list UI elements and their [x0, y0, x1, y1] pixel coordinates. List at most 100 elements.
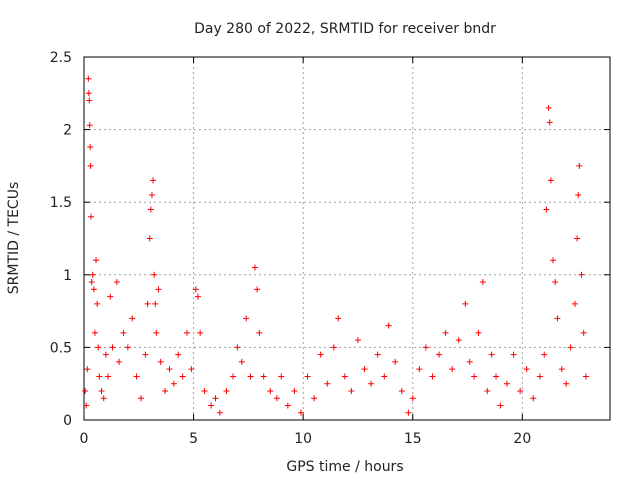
y-tick-label-4: 2: [63, 123, 72, 139]
data-point-0-8: [87, 162, 94, 169]
x-tick-label-2: 10: [294, 431, 312, 447]
data-point-0-34: [147, 206, 154, 213]
x-tick-label-1: 5: [189, 431, 198, 447]
data-point-0-47: [184, 329, 191, 336]
data-point-0-98: [466, 358, 473, 365]
data-point-0-10: [88, 279, 95, 286]
data-point-0-129: [582, 373, 589, 380]
data-point-0-29: [133, 373, 140, 380]
data-point-0-59: [238, 358, 245, 365]
data-point-0-84: [381, 373, 388, 380]
data-point-0-9: [88, 213, 95, 220]
data-point-0-128: [580, 329, 587, 336]
data-point-0-14: [93, 257, 100, 264]
data-point-0-68: [278, 373, 285, 380]
data-point-0-30: [137, 395, 144, 402]
data-point-0-45: [175, 351, 182, 358]
data-point-0-73: [311, 395, 318, 402]
data-point-0-28: [129, 315, 136, 322]
data-point-0-54: [212, 395, 219, 402]
data-point-0-78: [341, 373, 348, 380]
data-point-0-15: [94, 300, 101, 307]
data-point-0-23: [109, 344, 116, 351]
data-point-0-61: [247, 373, 254, 380]
plot-frame: [83, 56, 611, 421]
data-point-0-103: [488, 351, 495, 358]
y-tick-label-3: 1.5: [50, 195, 72, 211]
data-point-0-21: [105, 373, 112, 380]
data-point-0-86: [392, 358, 399, 365]
data-point-0-3: [85, 75, 92, 82]
chart-title: Day 280 of 2022, SRMTID for receiver bnd…: [194, 21, 496, 37]
data-point-0-71: [297, 409, 304, 416]
data-point-0-123: [571, 300, 578, 307]
data-point-0-77: [335, 315, 342, 322]
data-point-0-52: [201, 387, 208, 394]
data-point-0-32: [144, 300, 151, 307]
data-point-0-74: [317, 351, 324, 358]
data-point-0-1: [83, 402, 90, 409]
data-point-0-89: [409, 395, 416, 402]
data-point-0-101: [479, 279, 486, 286]
y-tick-label-5: 2.5: [50, 50, 72, 66]
data-point-0-39: [153, 329, 160, 336]
data-point-0-26: [120, 329, 127, 336]
data-point-0-42: [162, 387, 169, 394]
data-point-0-13: [91, 329, 98, 336]
data-point-0-80: [354, 337, 361, 344]
data-point-0-92: [429, 373, 436, 380]
data-point-0-109: [523, 366, 530, 373]
data-point-0-94: [442, 329, 449, 336]
data-point-0-64: [256, 329, 263, 336]
y-axis-label: SRMTID / TECUs: [6, 182, 22, 295]
data-point-0-0: [82, 387, 89, 394]
data-point-0-24: [113, 279, 120, 286]
data-point-0-107: [510, 351, 517, 358]
data-point-0-7: [87, 144, 94, 151]
data-point-0-93: [436, 351, 443, 358]
data-point-0-97: [462, 300, 469, 307]
data-point-0-49: [192, 286, 199, 293]
data-point-0-40: [155, 286, 162, 293]
data-point-0-44: [170, 380, 177, 387]
data-point-0-67: [273, 395, 280, 402]
x-tick-label-0: 0: [80, 431, 89, 447]
data-point-0-6: [86, 122, 93, 129]
data-point-0-104: [493, 373, 500, 380]
data-point-0-117: [550, 257, 557, 264]
data-point-0-116: [547, 177, 554, 184]
data-point-0-25: [116, 358, 123, 365]
data-point-0-51: [197, 329, 204, 336]
data-point-0-112: [541, 351, 548, 358]
grid: [84, 57, 610, 420]
y-tick-label-1: 0.5: [50, 340, 72, 356]
data-point-0-37: [151, 271, 158, 278]
data-point-0-22: [107, 293, 114, 300]
data-point-0-83: [374, 351, 381, 358]
x-tick-label-3: 15: [404, 431, 422, 447]
data-point-0-62: [251, 264, 258, 271]
data-point-0-124: [574, 235, 581, 242]
data-point-0-91: [422, 344, 429, 351]
data-point-0-79: [348, 387, 355, 394]
data-point-0-16: [95, 344, 102, 351]
data-point-0-48: [188, 366, 195, 373]
data-point-0-19: [100, 395, 107, 402]
data-point-0-38: [152, 300, 159, 307]
data-point-0-20: [102, 351, 109, 358]
data-point-0-18: [98, 387, 105, 394]
data-point-0-120: [558, 366, 565, 373]
data-point-0-33: [146, 235, 153, 242]
data-point-0-121: [563, 380, 570, 387]
data-point-0-70: [291, 387, 298, 394]
data-point-0-57: [230, 373, 237, 380]
data-point-0-2: [84, 366, 91, 373]
data-point-0-43: [166, 366, 173, 373]
y-tick-label-2: 1: [63, 268, 72, 284]
data-point-0-36: [150, 177, 157, 184]
data-point-0-114: [545, 104, 552, 111]
data-point-0-99: [471, 373, 478, 380]
y-tick-label-0: 0: [63, 413, 72, 429]
